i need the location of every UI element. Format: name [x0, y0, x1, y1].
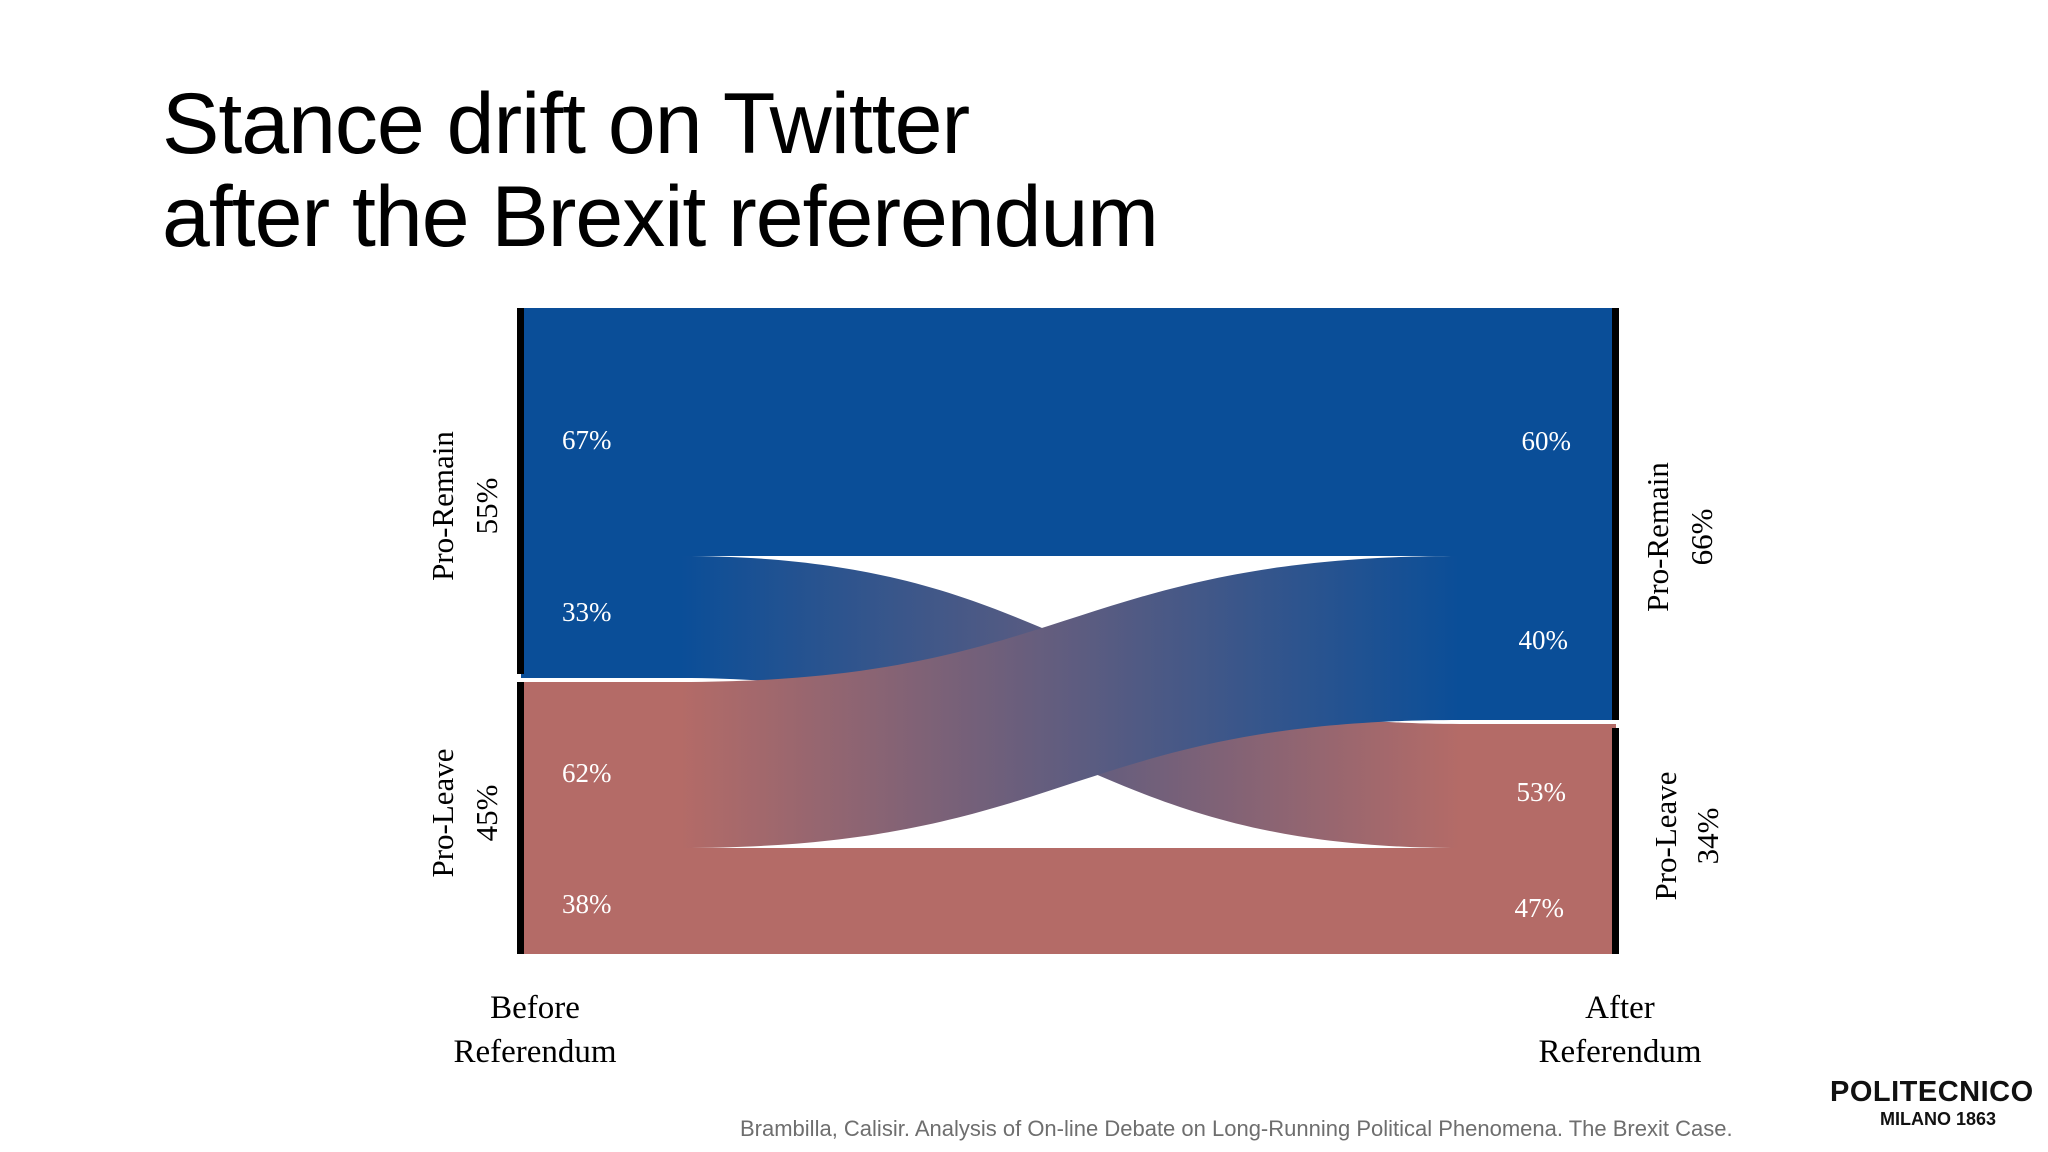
node-bar-after-remain [1612, 308, 1619, 720]
node-name-after-leave: Pro-Leave [1648, 771, 1683, 900]
node-name-after-remain: Pro-Remain [1640, 462, 1675, 612]
institution-logo: POLITECNICO MILANO 1863 [1830, 1076, 2034, 1130]
node-share-before-leave: 45% [469, 785, 504, 842]
node-name-before-remain: Pro-Remain [425, 431, 460, 581]
flow-leave-to-leave [521, 848, 1616, 954]
logo-name: POLITECNICO [1830, 1076, 2034, 1108]
logo-city: MILANO 1863 [1879, 1109, 1997, 1129]
label-remain-remain-source: 67% [562, 425, 612, 455]
flow-leave-to-remain [521, 556, 1616, 848]
label-leave-remain-target: 40% [1519, 625, 1569, 655]
node-bar-after-leave [1612, 728, 1619, 954]
label-remain-leave-source: 33% [562, 597, 612, 627]
title-line-1: Stance drift on Twitter [162, 76, 970, 172]
label-leave-leave-source: 38% [562, 889, 612, 919]
node-bar-before-remain [517, 308, 524, 674]
label-remain-leave-target: 53% [1517, 777, 1567, 807]
node-share-before-remain: 55% [469, 478, 504, 535]
node-name-before-leave: Pro-Leave [425, 748, 460, 877]
node-share-after-leave: 34% [1690, 808, 1725, 865]
column-label-after-line-2: Referendum [1538, 1034, 1701, 1070]
label-leave-leave-target: 47% [1515, 893, 1565, 923]
citation: Brambilla, Calisir. Analysis of On-line … [740, 1116, 1733, 1141]
slide-title: Stance drift on Twitter after the Brexit… [162, 76, 1159, 265]
title-line-2: after the Brexit referendum [162, 169, 1159, 265]
label-remain-remain-target: 60% [1522, 426, 1572, 456]
node-share-after-remain: 66% [1684, 509, 1719, 566]
flow-remain-to-remain [521, 308, 1616, 556]
node-bar-before-leave [517, 682, 524, 954]
column-label-after-line-1: After [1585, 990, 1655, 1026]
column-label-before-line-1: Before [490, 990, 580, 1026]
label-leave-remain-source: 62% [562, 758, 612, 788]
column-label-before-line-2: Referendum [453, 1034, 616, 1070]
